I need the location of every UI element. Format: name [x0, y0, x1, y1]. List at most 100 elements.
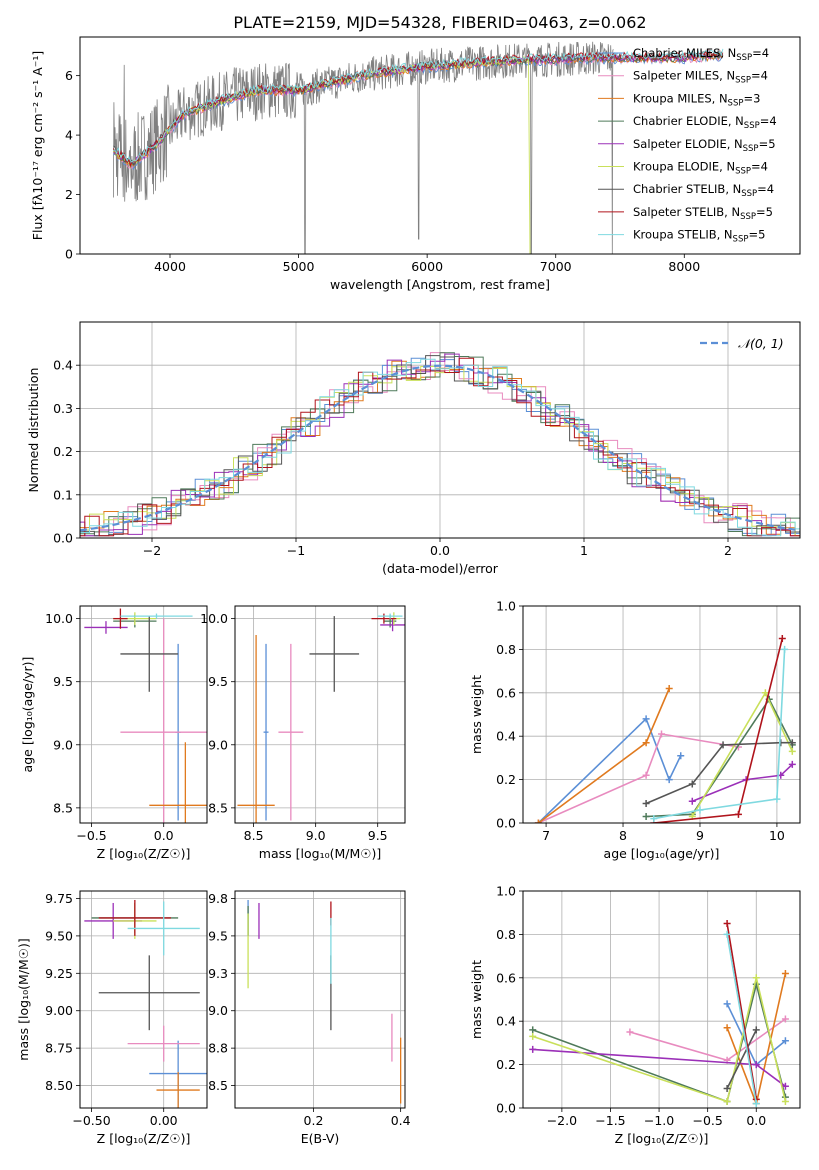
mass-weight-line-8 — [726, 934, 758, 1104]
mass-weight-line-7 — [653, 638, 784, 823]
mass-weight-marker-0-2 — [665, 776, 673, 784]
legend-entry-3: Chabrier ELODIE, NSSP=4 — [633, 114, 777, 131]
y-tick-label: 0.4 — [496, 1014, 516, 1029]
mass-weight-vs-metallicity-panel: −2.0 −1.5 −1.0 −0.5 0.0 0.0 0.2 0.4 0.6 0.8 1.0 Z [… — [469, 884, 801, 1146]
mass-weight-marker-8-1 — [752, 1100, 760, 1108]
mass-weight-marker-6-2 — [719, 741, 727, 749]
plot-area — [247, 899, 402, 1104]
x-tick-label: 8.5 — [244, 828, 264, 843]
y-tick-label: 8.8 — [208, 1041, 228, 1056]
mass-weight-marker-1-2 — [658, 730, 665, 738]
x-tick-label: 9.5 — [368, 828, 388, 843]
mass-vs-metallicity-panel: −0.50 0.00 8.50 8.75 9.00 9.25 9.50 9.75 Z [log₁… — [16, 890, 208, 1146]
mass-weight-marker-6-0 — [723, 1084, 731, 1092]
y-tick-label: 9.75 — [45, 891, 73, 906]
y-tick-label: 9.50 — [45, 928, 73, 943]
y-tick-label: 9.5 — [53, 674, 73, 689]
mass-weight-line-3 — [646, 697, 794, 818]
mass-weight-marker-8-0 — [650, 815, 658, 823]
x-axis-label: (data-model)/error — [382, 561, 499, 576]
residual-histogram-5 — [80, 366, 800, 537]
y-tick-label: 8.5 — [208, 800, 228, 815]
legend-entry-5: Kroupa ELODIE, NSSP=4 — [633, 160, 768, 177]
y-axis-label: mass [log₁₀(M/M☉)] — [16, 938, 31, 1060]
y-tick-label: 1.0 — [496, 599, 516, 614]
residual-histogram-2 — [80, 360, 800, 537]
axes-frame — [522, 890, 801, 1109]
mass-weight-marker-8-1 — [696, 806, 704, 814]
legend-entry-8: Kroupa STELIB, NSSP=5 — [633, 228, 765, 245]
axes-frame — [522, 605, 801, 824]
mass-weight-line-5 — [532, 977, 787, 1103]
y-tick-label: 9.25 — [45, 966, 73, 981]
residuals-panel: −2 −1 0.0 1 2 0.0 0.1 0.2 0.3 0.4 (data-model)/err… — [26, 321, 801, 576]
residual-histogram-1 — [80, 352, 800, 537]
observed-spectrum-line — [113, 41, 614, 254]
mass-weight-marker-3-0 — [529, 1026, 537, 1034]
y-tick-label: 0 — [65, 247, 73, 262]
x-tick-label: 2 — [724, 543, 732, 558]
x-tick-label: 6000 — [411, 259, 443, 274]
x-tick-label: 0.4 — [391, 1113, 411, 1128]
mass-weight-marker-0-1 — [642, 715, 650, 723]
normal-distribution-curve — [80, 364, 800, 532]
y-tick-label: 8.5 — [208, 1078, 228, 1093]
y-axis-label: Flux [fλ10⁻¹⁷ erg cm⁻² s⁻¹ A⁻¹] — [30, 51, 45, 240]
mass-weight-marker-1-1 — [642, 771, 650, 779]
y-tick-label: 0.6 — [496, 685, 516, 700]
x-tick-label: −0.5 — [76, 828, 106, 843]
y-tick-label: 10.0 — [45, 611, 73, 626]
axes-frame — [79, 36, 801, 255]
mass-weight-marker-6-1 — [752, 1026, 760, 1034]
mass-weight-marker-4-0 — [688, 797, 696, 805]
x-tick-label: 0.0 — [154, 828, 174, 843]
plot-area — [84, 899, 207, 1108]
y-tick-label: 9.8 — [208, 891, 228, 906]
y-axis-label: age [log₁₀(age/yr)] — [20, 657, 35, 773]
mass-weight-marker-5-3 — [781, 1097, 789, 1105]
y-tick-label: 4 — [65, 128, 73, 143]
mass-weight-marker-8-0 — [723, 930, 731, 938]
mass-weight-marker-4-3 — [788, 760, 796, 768]
y-tick-label: 0.1 — [53, 487, 73, 502]
mass-weight-marker-0-2 — [781, 1037, 789, 1045]
residual-histogram-7 — [80, 357, 800, 537]
y-tick-label: 0.4 — [496, 729, 516, 744]
legend-entry-6: Chabrier STELIB, NSSP=4 — [633, 182, 774, 199]
plot-area — [80, 352, 800, 537]
x-axis-label: Z [log₁₀(Z/Z☉)] — [97, 1131, 191, 1146]
y-tick-label: 8.5 — [53, 800, 73, 815]
legend-entry-2: Kroupa MILES, NSSP=3 — [633, 91, 760, 108]
y-tick-label: 0.2 — [53, 444, 73, 459]
y-axis-label: Normed distribution — [26, 368, 41, 493]
figure-title: PLATE=2159, MJD=54328, FIBERID=0463, z=0… — [233, 13, 646, 32]
y-tick-label: 0.6 — [496, 970, 516, 985]
y-tick-label: 9.0 — [53, 737, 73, 752]
y-tick-label: 0.3 — [53, 401, 73, 416]
x-tick-label: 0.0 — [746, 1113, 766, 1128]
x-tick-label: 8000 — [668, 259, 700, 274]
x-tick-label: −1 — [287, 543, 305, 558]
residual-histogram-6 — [80, 355, 800, 537]
mass-weight-marker-5-1 — [723, 1097, 731, 1105]
x-tick-label: 0.00 — [150, 1113, 178, 1128]
x-tick-label: 0.2 — [304, 1113, 324, 1128]
mass-weight-marker-7-0 — [723, 920, 731, 928]
plot-area — [534, 635, 796, 823]
mass-weight-line-4 — [692, 763, 793, 803]
plot-area — [112, 41, 724, 254]
legend-entry-0: Chabrier MILES, NSSP=4 — [633, 46, 769, 63]
mass-weight-marker-8-3 — [781, 645, 789, 653]
mass-weight-marker-5-2 — [788, 747, 796, 755]
x-tick-label: 0.0 — [430, 543, 450, 558]
mass-weight-marker-7-1 — [734, 810, 742, 818]
model-spectrum-line-8 — [113, 48, 724, 163]
x-tick-label: 7000 — [540, 259, 572, 274]
x-tick-label: −0.5 — [692, 1113, 722, 1128]
spectrum-panel: 4000 5000 6000 7000 8000 0 2 4 6 wavelength [Angs… — [30, 36, 801, 292]
y-tick-label: 2 — [65, 187, 73, 202]
x-tick-label: −0.50 — [72, 1113, 110, 1128]
y-tick-label: 9.5 — [208, 674, 228, 689]
mass-weight-line-7 — [726, 923, 758, 1100]
